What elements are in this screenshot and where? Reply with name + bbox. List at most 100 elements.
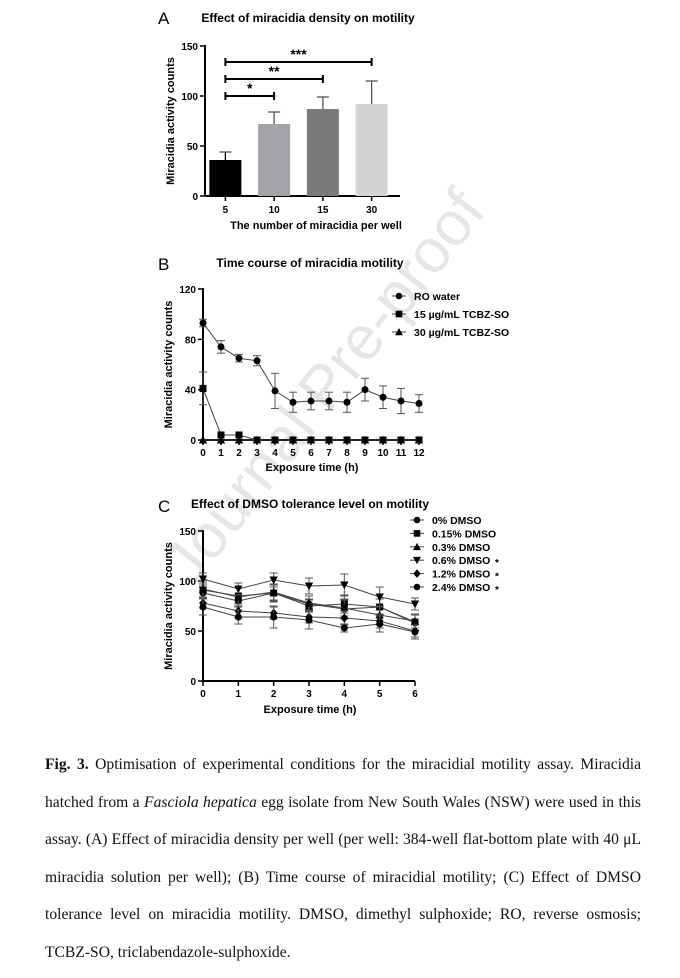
series-ro-water xyxy=(199,318,423,415)
y-tick-label: 50 xyxy=(185,627,197,638)
x-tick-label: 4 xyxy=(272,448,278,459)
y-axis-label: Miracidia activity counts xyxy=(163,542,175,670)
data-point xyxy=(415,400,423,408)
legend-label: 0.3% DMSO xyxy=(432,542,490,554)
significance-label: * xyxy=(247,80,253,96)
legend-significance: * xyxy=(495,585,499,596)
legend-marker xyxy=(413,530,421,537)
y-tick-label: 0 xyxy=(192,192,198,203)
data-point xyxy=(340,581,349,590)
y-tick-label: 40 xyxy=(185,386,197,397)
panel-letter: C xyxy=(158,497,170,516)
legend-marker xyxy=(395,310,403,318)
legend-marker xyxy=(395,328,403,336)
series-0-6-dmso xyxy=(198,572,420,611)
significance-label: ** xyxy=(269,63,280,79)
y-tick-label: 150 xyxy=(179,527,196,538)
x-tick-label: 11 xyxy=(396,448,407,459)
data-point xyxy=(397,397,405,405)
panel-letter: A xyxy=(158,9,170,28)
data-point xyxy=(252,435,262,444)
data-point xyxy=(199,319,207,327)
legend-marker xyxy=(413,516,421,524)
data-point xyxy=(288,435,298,444)
x-tick-label: 6 xyxy=(412,689,418,700)
data-point xyxy=(361,386,369,394)
legend-label: 15 µg/mL TCBZ-SO xyxy=(414,309,509,321)
data-point xyxy=(216,435,226,444)
legend-significance: * xyxy=(495,572,499,583)
data-point xyxy=(414,435,424,444)
x-tick-label: 15 xyxy=(317,205,329,216)
data-point xyxy=(217,343,225,351)
x-tick-label: 3 xyxy=(254,448,260,459)
y-tick-label: 50 xyxy=(187,142,199,153)
legend-label: 0% DMSO xyxy=(432,515,482,527)
x-tick-label: 2 xyxy=(271,689,277,700)
data-point xyxy=(198,584,208,593)
chart-panel-c: C Effect of DMSO tolerance level on motil… xyxy=(158,497,499,716)
y-axis-label: Miracidia activity counts xyxy=(165,57,177,185)
data-point xyxy=(396,435,406,444)
legend-label: 0.15% DMSO xyxy=(432,528,496,540)
x-tick-label: 6 xyxy=(308,448,314,459)
data-point xyxy=(342,435,352,444)
data-point xyxy=(235,431,243,439)
x-tick-label: 0 xyxy=(200,689,206,700)
caption-text-1: Optimisation of experimental conditions … xyxy=(45,756,641,811)
caption-text-2: egg isolate from New South Wales (NSW) w… xyxy=(45,793,641,961)
panel-letter: B xyxy=(158,255,169,274)
y-tick-label: 100 xyxy=(179,577,196,588)
data-point xyxy=(235,354,243,362)
x-tick-label: 10 xyxy=(377,448,389,459)
data-point xyxy=(410,600,420,609)
chart-title: Effect of miracidia density on motility xyxy=(201,11,415,25)
data-point xyxy=(234,613,242,621)
data-point xyxy=(269,576,278,585)
data-point xyxy=(304,598,314,607)
data-point xyxy=(340,613,349,623)
x-tick-label: 10 xyxy=(269,205,281,216)
significance-label: *** xyxy=(290,46,307,62)
data-point xyxy=(270,613,278,621)
series-2-4-dmso xyxy=(199,598,419,640)
data-point xyxy=(304,582,314,591)
x-tick-label: 5 xyxy=(290,448,296,459)
chart-panel-a: A Effect of miracidia density on motility… xyxy=(158,9,415,232)
legend-label: 30 µg/mL TCBZ-SO xyxy=(414,327,509,339)
x-tick-label: 12 xyxy=(413,448,425,459)
x-tick-label: 7 xyxy=(326,448,332,459)
y-tick-label: 0 xyxy=(190,677,196,688)
data-point xyxy=(411,628,419,636)
legend-marker xyxy=(395,292,403,300)
data-point xyxy=(253,357,261,365)
x-axis-label: Exposure time (h) xyxy=(264,704,357,716)
data-point xyxy=(269,587,278,596)
x-tick-label: 9 xyxy=(362,448,368,459)
data-point xyxy=(271,387,279,395)
data-point xyxy=(379,393,387,401)
data-point xyxy=(378,435,388,444)
legend-label: 0.6% DMSO xyxy=(432,555,490,567)
x-tick-label: 5 xyxy=(377,689,383,700)
chart-panel-b: B Time course of miracidia motility040801… xyxy=(158,255,509,474)
x-tick-label: 5 xyxy=(223,205,229,216)
data-point xyxy=(340,624,348,632)
x-axis-label: Exposure time (h) xyxy=(266,462,359,474)
legend-label: 2.4% DMSO xyxy=(432,582,490,594)
y-tick-label: 80 xyxy=(185,335,197,346)
caption-species: Fasciola hepatica xyxy=(144,793,257,811)
data-point xyxy=(376,620,384,628)
data-point xyxy=(305,616,313,624)
legend-significance: * xyxy=(495,558,499,569)
data-point xyxy=(199,384,207,392)
data-point xyxy=(234,435,244,444)
bar-10 xyxy=(258,124,291,196)
data-point xyxy=(199,603,207,611)
figure-3: Journal Pre-proof A Effect of miracidia d… xyxy=(149,9,509,716)
data-point xyxy=(375,593,384,602)
x-tick-label: 4 xyxy=(342,689,348,700)
chart-title: Time course of miracidia motility xyxy=(216,256,403,270)
legend-marker xyxy=(413,583,421,591)
data-point xyxy=(410,616,420,625)
